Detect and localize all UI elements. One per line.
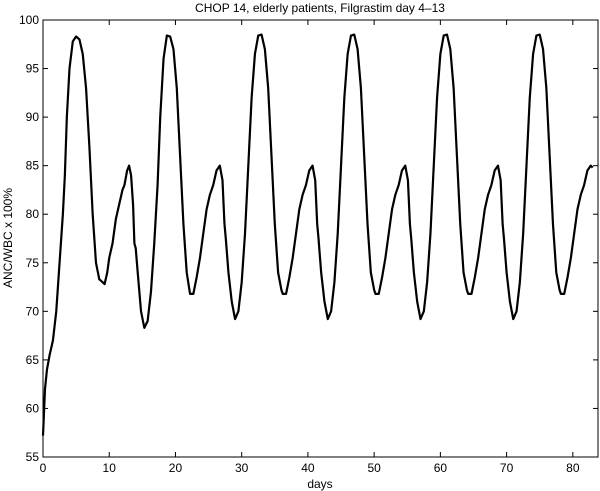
- chart-title: CHOP 14, elderly patients, Filgrastim da…: [195, 1, 445, 15]
- x-tick-label: 40: [301, 461, 315, 475]
- y-tick-label: 65: [26, 353, 40, 367]
- x-tick-label: 10: [103, 461, 117, 475]
- x-tick-label: 80: [566, 461, 580, 475]
- x-tick-label: 0: [40, 461, 47, 475]
- y-tick-label: 100: [19, 13, 39, 27]
- x-tick-label: 60: [434, 461, 448, 475]
- y-tick-label: 80: [26, 207, 40, 221]
- x-tick-label: 30: [235, 461, 249, 475]
- data-line: [41, 33, 594, 436]
- x-axis-label: days: [307, 477, 332, 491]
- x-tick-label: 50: [367, 461, 381, 475]
- plot-frame: [42, 19, 599, 458]
- y-axis-label: ANC/WBC x 100%: [1, 188, 15, 288]
- y-tick-label: 85: [26, 159, 40, 173]
- y-tick-label: 95: [26, 62, 40, 76]
- y-tick-label: 55: [26, 450, 40, 464]
- x-tick-label: 70: [500, 461, 514, 475]
- y-tick-label: 75: [26, 256, 40, 270]
- y-tick-label: 70: [26, 304, 40, 318]
- x-tick-label: 20: [169, 461, 183, 475]
- y-tick-label: 90: [26, 110, 40, 124]
- y-tick-label: 60: [26, 401, 40, 415]
